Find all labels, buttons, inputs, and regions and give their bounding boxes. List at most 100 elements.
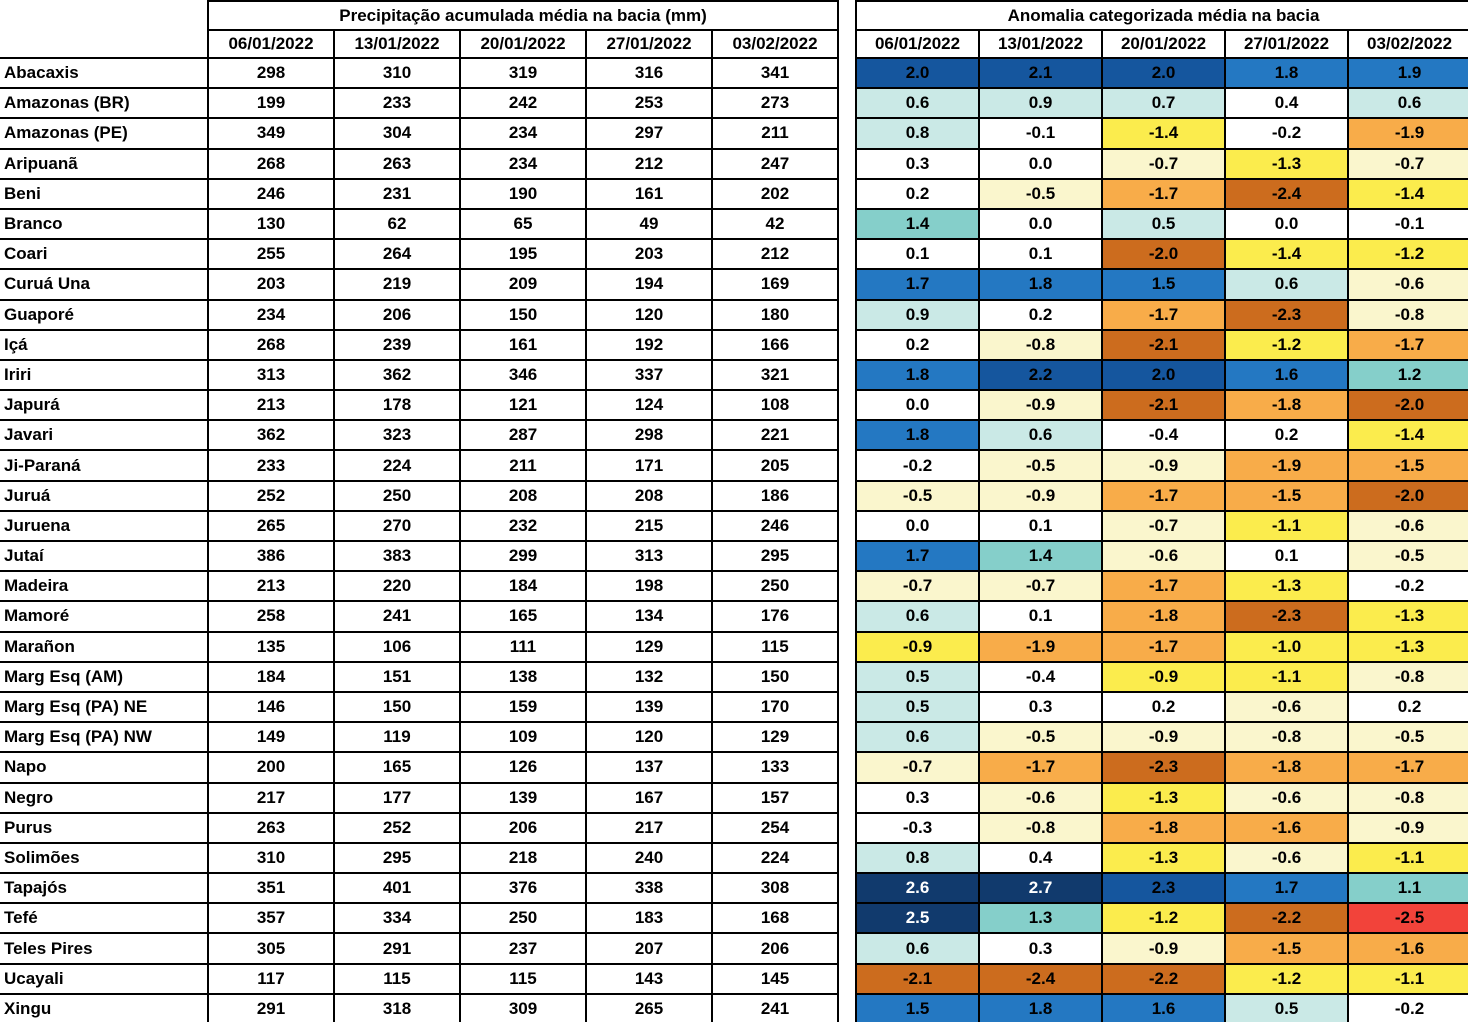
anomaly-value-cell: -1.1 <box>1224 660 1350 693</box>
precip-value-cell: 313 <box>207 358 335 392</box>
anomaly-value-cell: 1.8 <box>855 419 981 452</box>
basin-name: Curuá Una <box>0 268 209 301</box>
anomaly-value-cell: -1.8 <box>1101 600 1227 633</box>
precip-value-cell: 250 <box>459 902 587 935</box>
anomaly-value-cell: -1.3 <box>1347 630 1468 663</box>
precip-value-cell: 295 <box>710 539 840 573</box>
anomaly-value-cell: -0.5 <box>978 177 1104 210</box>
basin-name: Branco <box>0 207 209 241</box>
anomaly-value-cell: -0.4 <box>1101 419 1227 452</box>
anomaly-date-header-row: 06/01/2022 13/01/2022 20/01/2022 27/01/2… <box>855 29 1468 59</box>
anomaly-value-cell: -0.6 <box>1347 509 1468 543</box>
anomaly-value-cell: 0.0 <box>855 389 981 422</box>
precip-value-cell: 190 <box>459 177 587 210</box>
basin-name: Amazonas (BR) <box>0 87 209 120</box>
anomaly-value-cell: -0.5 <box>1347 539 1468 573</box>
basin-name: Xingu <box>0 992 209 1022</box>
precip-value-cell: 351 <box>207 872 335 905</box>
anomaly-value-cell: -1.5 <box>1347 449 1468 482</box>
precip-value-cell: 180 <box>710 298 840 331</box>
anomaly-value-cell: -0.5 <box>978 721 1104 754</box>
precip-value-cell: 209 <box>459 268 587 301</box>
anomaly-value-cell: 2.6 <box>855 872 981 905</box>
precip-value-cell: 218 <box>459 841 587 875</box>
precip-value-cell: 304 <box>333 117 461 150</box>
precip-value-cell: 265 <box>585 992 713 1022</box>
anomaly-value-cell: -1.7 <box>1347 751 1468 784</box>
precip-value-cell: 170 <box>710 690 840 724</box>
precip-value-cell: 297 <box>585 117 713 150</box>
precip-value-cell: 106 <box>333 630 461 663</box>
precip-value-cell: 151 <box>333 660 461 693</box>
anomaly-value-cell: 0.6 <box>855 87 981 120</box>
anomaly-value-cell: 0.4 <box>978 841 1104 875</box>
precip-value-cell: 240 <box>585 841 713 875</box>
precip-value-cell: 169 <box>710 268 840 301</box>
anomaly-value-cell: -1.8 <box>1101 811 1227 844</box>
anomaly-value-cell: 0.5 <box>1101 207 1227 241</box>
blank-corner-cell <box>0 30 208 58</box>
precip-row: Negro 217 177 139 167 157 <box>0 781 840 814</box>
basin-name: Guaporé <box>0 298 209 331</box>
precip-value-cell: 167 <box>585 781 713 814</box>
anomaly-value-cell: 1.7 <box>855 539 981 573</box>
precip-row: Marañon 135 106 111 129 115 <box>0 630 840 663</box>
basin-name: Purus <box>0 811 209 844</box>
precip-value-cell: 133 <box>710 751 840 784</box>
anomaly-value-cell: 0.9 <box>855 298 981 331</box>
anomaly-row: 0.2 -0.8 -2.1 -1.2 -1.7 <box>855 328 1468 361</box>
anomaly-value-cell: 0.9 <box>978 87 1104 120</box>
precip-value-cell: 362 <box>333 358 461 392</box>
precip-value-cell: 150 <box>333 690 461 724</box>
anomaly-value-cell: -0.9 <box>855 630 981 663</box>
precip-row: Solimões 310 295 218 240 224 <box>0 841 840 875</box>
anomaly-value-cell: 2.2 <box>978 358 1104 392</box>
anomaly-value-cell: -0.8 <box>1347 781 1468 814</box>
precip-value-cell: 220 <box>333 570 461 603</box>
anomaly-value-cell: 1.1 <box>1347 872 1468 905</box>
precip-value-cell: 111 <box>459 630 587 663</box>
basin-name: Amazonas (PE) <box>0 117 209 150</box>
anomaly-value-cell: 0.3 <box>978 690 1104 724</box>
anomaly-value-cell: -0.4 <box>978 660 1104 693</box>
precip-value-cell: 211 <box>459 449 587 482</box>
precip-value-cell: 211 <box>710 117 840 150</box>
anomaly-value-cell: 1.3 <box>978 902 1104 935</box>
precip-date-header-row: 06/01/2022 13/01/2022 20/01/2022 27/01/2… <box>0 29 840 59</box>
basin-name: Tapajós <box>0 872 209 905</box>
anomaly-value-cell: -0.9 <box>978 389 1104 422</box>
anomaly-value-cell: 2.1 <box>978 56 1104 90</box>
anomaly-value-cell: -0.6 <box>1347 268 1468 301</box>
anomaly-value-cell: -1.9 <box>1224 449 1350 482</box>
anomaly-value-cell: -1.3 <box>1101 781 1227 814</box>
anomaly-table: Anomalia categorizada média na bacia 06/… <box>855 0 1468 1022</box>
anomaly-value-cell: 0.0 <box>1224 207 1350 241</box>
anomaly-value-cell: -2.4 <box>1224 177 1350 210</box>
anomaly-value-cell: -2.1 <box>1101 389 1227 422</box>
anomaly-row: -0.7 -0.7 -1.7 -1.3 -0.2 <box>855 570 1468 603</box>
anomaly-row: 0.5 -0.4 -0.9 -1.1 -0.8 <box>855 660 1468 693</box>
anomaly-row: 0.2 -0.5 -1.7 -2.4 -1.4 <box>855 177 1468 210</box>
anomaly-value-cell: 1.5 <box>855 992 981 1022</box>
precip-value-cell: 265 <box>207 509 335 543</box>
anomaly-row: 0.6 -0.5 -0.9 -0.8 -0.5 <box>855 721 1468 754</box>
basin-name: Negro <box>0 781 209 814</box>
precip-value-cell: 219 <box>333 268 461 301</box>
anomaly-value-cell: -0.5 <box>1347 721 1468 754</box>
anomaly-value-cell: 0.1 <box>978 238 1104 271</box>
anomaly-row: 0.6 0.1 -1.8 -2.3 -1.3 <box>855 600 1468 633</box>
precip-row: Japurá 213 178 121 124 108 <box>0 389 840 422</box>
precip-row: Aripuanã 268 263 234 212 247 <box>0 147 840 180</box>
anomaly-value-cell: -1.6 <box>1224 811 1350 844</box>
precip-value-cell: 184 <box>207 660 335 693</box>
precip-value-cell: 217 <box>585 811 713 844</box>
precip-value-cell: 207 <box>585 932 713 965</box>
precip-value-cell: 109 <box>459 721 587 754</box>
precip-value-cell: 250 <box>710 570 840 603</box>
anomaly-value-cell: -2.3 <box>1101 751 1227 784</box>
precip-row: Javari 362 323 287 298 221 <box>0 419 840 452</box>
precip-value-cell: 287 <box>459 419 587 452</box>
date-header-cell: 13/01/2022 <box>978 29 1104 59</box>
precip-value-cell: 213 <box>207 570 335 603</box>
